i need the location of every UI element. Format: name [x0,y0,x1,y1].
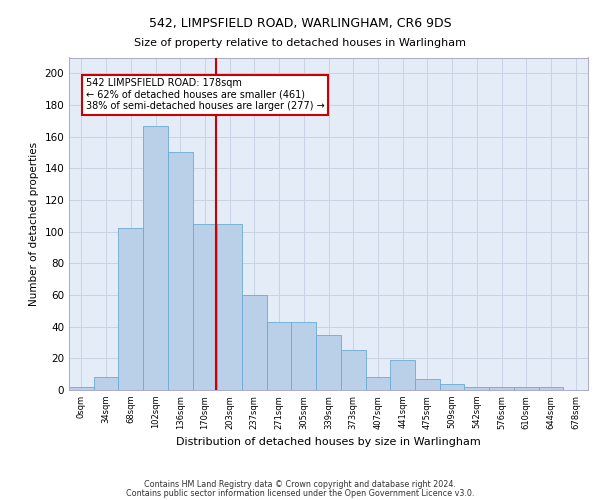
Bar [143,126,168,390]
X-axis label: Distribution of detached houses by size in Warlingham: Distribution of detached houses by size … [176,437,481,447]
Bar [415,379,440,390]
Bar [292,322,316,390]
Bar [217,224,242,390]
Bar [69,387,94,390]
Bar [94,378,118,390]
Y-axis label: Number of detached properties: Number of detached properties [29,142,39,306]
Bar [539,387,563,390]
Bar [489,387,514,390]
Text: 542 LIMPSFIELD ROAD: 178sqm
← 62% of detached houses are smaller (461)
38% of se: 542 LIMPSFIELD ROAD: 178sqm ← 62% of det… [86,78,325,112]
Bar [341,350,365,390]
Bar [440,384,464,390]
Bar [365,378,390,390]
Bar [242,295,267,390]
Text: Contains HM Land Registry data © Crown copyright and database right 2024.: Contains HM Land Registry data © Crown c… [144,480,456,489]
Bar [514,387,539,390]
Text: Size of property relative to detached houses in Warlingham: Size of property relative to detached ho… [134,38,466,48]
Text: Contains public sector information licensed under the Open Government Licence v3: Contains public sector information licen… [126,488,474,498]
Bar [168,152,193,390]
Bar [464,387,489,390]
Bar [390,360,415,390]
Bar [316,334,341,390]
Bar [118,228,143,390]
Bar [267,322,292,390]
Text: 542, LIMPSFIELD ROAD, WARLINGHAM, CR6 9DS: 542, LIMPSFIELD ROAD, WARLINGHAM, CR6 9D… [149,18,451,30]
Bar [193,224,217,390]
